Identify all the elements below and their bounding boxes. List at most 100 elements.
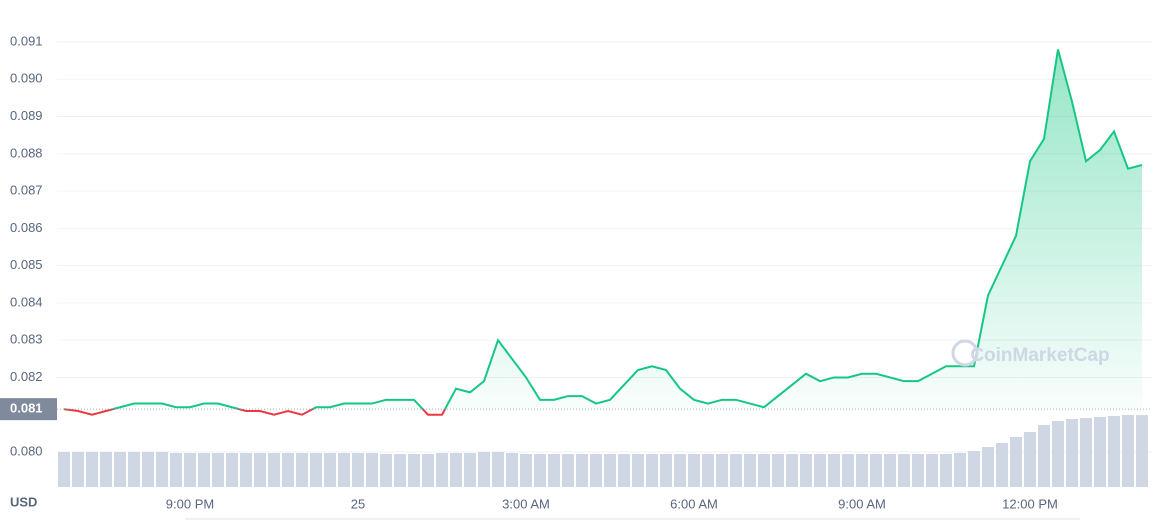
volume-bars (58, 415, 1148, 487)
volume-bar (310, 453, 322, 487)
y-tick-label: 0.086 (10, 220, 43, 235)
volume-bar (534, 454, 546, 487)
volume-bar (870, 454, 882, 487)
x-tick-label: 12:00 PM (1002, 496, 1058, 511)
volume-bar (156, 452, 168, 487)
volume-bar (632, 454, 644, 487)
volume-bar (296, 453, 308, 487)
volume-bar (240, 453, 252, 487)
volume-bar (800, 454, 812, 487)
volume-bar (142, 452, 154, 487)
reference-label-box (0, 398, 57, 421)
volume-bar (72, 452, 84, 487)
volume-bar (716, 454, 728, 487)
volume-bar (940, 454, 952, 487)
volume-bar (926, 454, 938, 487)
volume-bar (1122, 415, 1134, 487)
volume-bar (982, 447, 994, 487)
volume-bar (1052, 421, 1064, 487)
volume-bar (758, 454, 770, 487)
volume-bar (324, 453, 336, 487)
volume-bar (604, 454, 616, 487)
volume-bar (198, 453, 210, 487)
y-tick-label: 0.085 (10, 257, 43, 272)
currency-label: USD (10, 494, 37, 509)
volume-bar (338, 453, 350, 487)
volume-bar (212, 453, 224, 487)
y-tick-label: 0.090 (10, 71, 43, 86)
volume-bar (366, 453, 378, 487)
volume-bar (954, 453, 966, 487)
volume-bar (1080, 418, 1092, 487)
volume-bar (100, 452, 112, 487)
volume-bar (506, 453, 518, 487)
volume-bar (996, 443, 1008, 487)
watermark: CoinMarketCap (970, 345, 1109, 366)
volume-bar (1010, 437, 1022, 487)
volume-bar (1108, 416, 1120, 487)
volume-bar (898, 454, 910, 487)
volume-bar (576, 454, 588, 487)
volume-bar (114, 452, 126, 487)
volume-bar (170, 453, 182, 487)
grid (57, 41, 1152, 453)
volume-bar (1038, 425, 1050, 487)
volume-bar (520, 454, 532, 487)
y-tick-label: 0.080 (10, 443, 43, 458)
reference-label: 0.081 (10, 401, 43, 416)
volume-bar (1066, 419, 1078, 487)
volume-bar (282, 453, 294, 487)
y-tick-label: 0.089 (10, 108, 43, 123)
y-tick-label: 0.083 (10, 332, 43, 347)
volume-bar (562, 454, 574, 487)
volume-bar (86, 452, 98, 487)
volume-bar (618, 454, 630, 487)
volume-bar (730, 454, 742, 487)
price-area (64, 49, 1142, 410)
volume-bar (646, 454, 658, 487)
watermark-logo (951, 339, 979, 367)
volume-bar (450, 453, 462, 487)
volume-bar (380, 454, 392, 487)
price-line (63, 49, 1143, 410)
volume-bar (702, 454, 714, 487)
volume-bar (128, 452, 140, 487)
volume-bar (436, 453, 448, 487)
volume-bar (394, 454, 406, 487)
volume-bar (912, 454, 924, 487)
volume-bar (786, 454, 798, 487)
volume-bar (1136, 415, 1148, 487)
y-tick-label: 0.088 (10, 145, 43, 160)
volume-bar (226, 453, 238, 487)
volume-bar (590, 454, 602, 487)
x-tick-label: 3:00 AM (502, 496, 550, 511)
volume-bar (814, 454, 826, 487)
volume-bar (1024, 432, 1036, 487)
volume-bar (674, 454, 686, 487)
volume-bar (268, 453, 280, 487)
volume-bar (548, 454, 560, 487)
volume-bar (492, 452, 504, 487)
plot: 0.081 (0, 49, 1152, 421)
volume-bar (884, 454, 896, 487)
volume-bar (744, 454, 756, 487)
volume-bar (688, 454, 700, 487)
volume-bar (184, 453, 196, 487)
y-tick-label: 0.082 (10, 369, 43, 384)
y-tick-label: 0.091 (10, 33, 43, 48)
volume-bar (842, 454, 854, 487)
volume-bar (828, 454, 840, 487)
volume-bar (422, 454, 434, 487)
y-tick-label: 0.087 (10, 183, 43, 198)
x-tick-label: 9:00 AM (838, 496, 886, 511)
x-tick-label: 9:00 PM (166, 496, 214, 511)
volume-bar (254, 453, 266, 487)
volume-bar (478, 452, 490, 487)
volume-bar (1094, 417, 1106, 487)
volume-bar (772, 454, 784, 487)
x-tick-label: 25 (351, 496, 365, 511)
x-tick-label: 6:00 AM (670, 496, 718, 511)
volume-bar (856, 454, 868, 487)
volume-bar (464, 453, 476, 487)
